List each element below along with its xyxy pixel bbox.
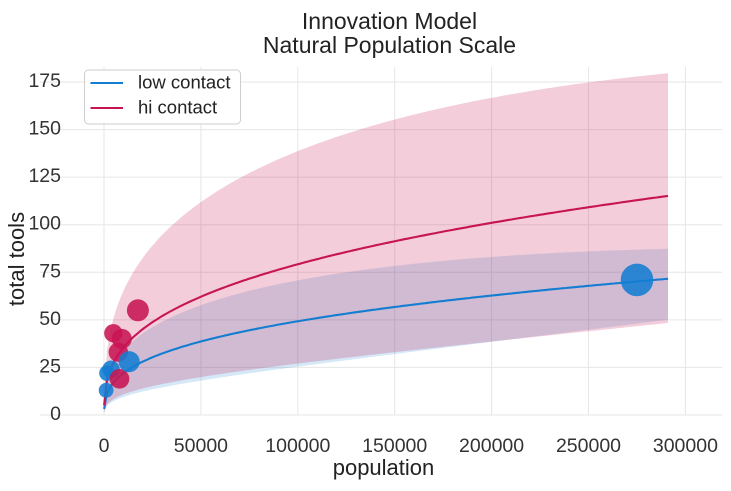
svg-text:75: 75 [39,260,61,282]
svg-text:low contact: low contact [138,72,231,93]
svg-text:50: 50 [39,308,61,330]
svg-text:250000: 250000 [556,435,621,457]
svg-text:50000: 50000 [174,435,228,457]
svg-text:150000: 150000 [362,435,427,457]
svg-text:175: 175 [28,70,61,92]
svg-text:25: 25 [39,355,61,377]
svg-text:300000: 300000 [653,435,718,457]
svg-text:hi contact: hi contact [138,97,217,118]
svg-text:0: 0 [50,403,61,425]
svg-text:100000: 100000 [265,435,330,457]
svg-text:100: 100 [28,213,61,235]
svg-text:0: 0 [99,435,110,457]
svg-text:125: 125 [28,165,61,187]
svg-text:150: 150 [28,118,61,140]
svg-text:200000: 200000 [459,435,524,457]
